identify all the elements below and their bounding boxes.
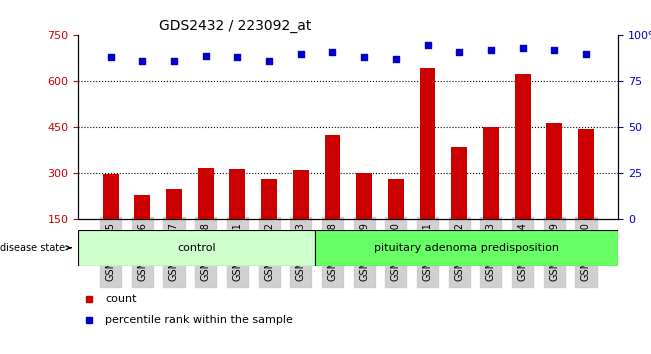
Text: pituitary adenoma predisposition: pituitary adenoma predisposition — [374, 243, 559, 253]
Point — [105, 55, 116, 60]
Bar — [388, 179, 404, 266]
Bar — [198, 168, 214, 266]
Bar — [451, 147, 467, 266]
FancyBboxPatch shape — [78, 230, 314, 266]
Point — [454, 49, 464, 55]
Bar — [324, 135, 340, 266]
Point — [201, 53, 211, 58]
Point — [518, 45, 528, 51]
Bar — [578, 129, 594, 266]
Point — [264, 58, 274, 64]
Bar — [483, 127, 499, 266]
Text: count: count — [105, 294, 137, 304]
Text: percentile rank within the sample: percentile rank within the sample — [105, 315, 293, 325]
Bar — [261, 179, 277, 266]
Text: GDS2432 / 223092_at: GDS2432 / 223092_at — [159, 19, 312, 33]
Bar — [293, 170, 309, 266]
Text: control: control — [177, 243, 215, 253]
Point — [581, 51, 591, 57]
Bar — [546, 123, 562, 266]
Point — [232, 55, 243, 60]
Bar — [229, 169, 245, 266]
Point — [137, 58, 148, 64]
Bar — [515, 74, 531, 266]
Bar — [134, 195, 150, 266]
Point — [296, 51, 306, 57]
Bar — [356, 173, 372, 266]
Bar — [420, 68, 436, 266]
Point — [486, 47, 496, 53]
Point — [549, 47, 559, 53]
Bar — [166, 189, 182, 266]
Point — [391, 57, 401, 62]
Point — [327, 49, 338, 55]
Bar — [103, 174, 118, 266]
Point — [422, 42, 433, 47]
Point — [359, 55, 369, 60]
Text: disease state: disease state — [0, 243, 71, 253]
Point — [169, 58, 179, 64]
FancyBboxPatch shape — [314, 230, 618, 266]
